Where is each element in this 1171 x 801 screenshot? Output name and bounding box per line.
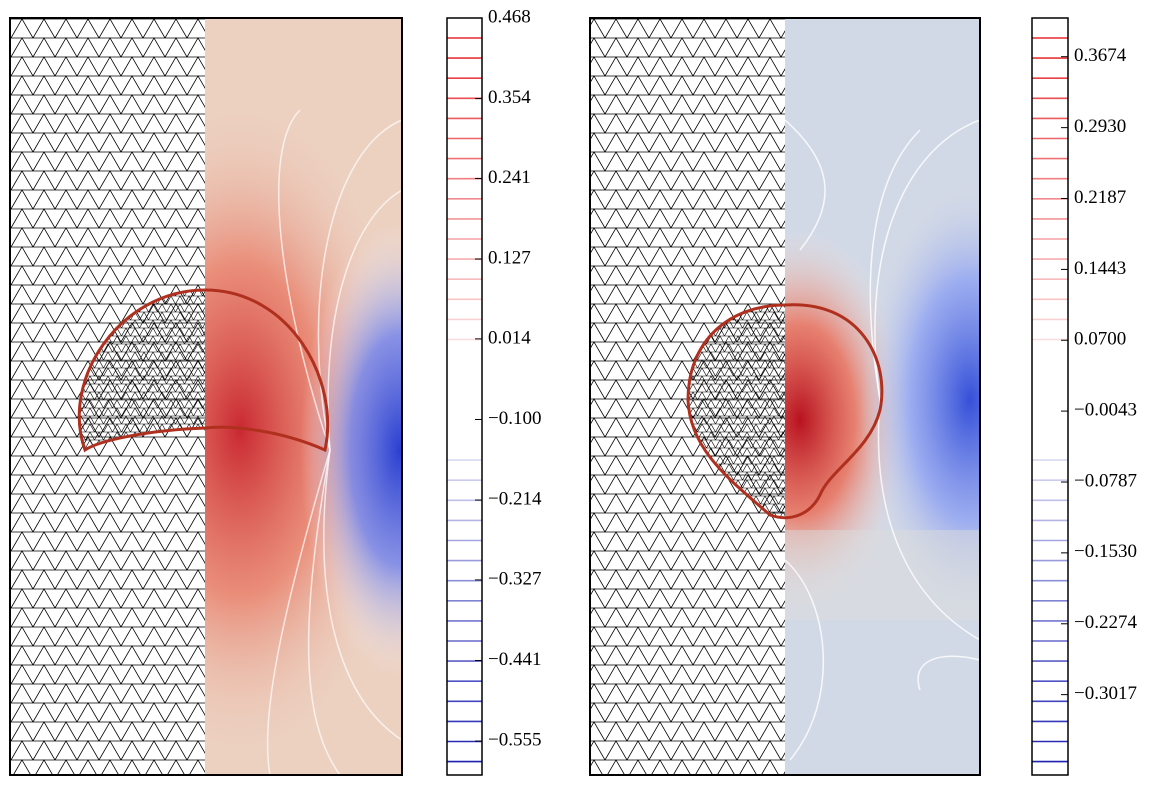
tick-label: 0.2187 [1074,187,1126,208]
tick-label: −0.327 [488,568,541,589]
left-panel [10,18,500,775]
tick-label: −0.555 [488,729,541,750]
tick-label: −0.100 [488,408,541,429]
tick-label: 0.0700 [1074,329,1126,350]
tick-label: −0.2274 [1074,612,1137,633]
tick-label: 0.3674 [1074,45,1127,66]
tick-label: −0.0787 [1074,470,1137,491]
tick-label: −0.214 [488,488,542,509]
tick-label: −0.441 [488,649,541,670]
tick-label: −0.0043 [1074,399,1137,420]
tick-label: 0.241 [488,167,531,188]
tick-label: 0.127 [488,247,531,268]
tick-label: −0.1530 [1074,541,1137,562]
tick-label: −0.3017 [1074,683,1137,704]
tick-label: 0.1443 [1074,258,1126,279]
page: {"chart_data": [ {"type": "contour", "yl… [0,0,1171,801]
tick-label: 0.2930 [1074,116,1126,137]
right-panel [590,18,1080,775]
figure: 0.468 0.354 0.241 0.127 0.014 −0.100 −0.214 −0.… [0,0,1171,801]
tick-label: 0.354 [488,87,531,108]
tick-label: 0.014 [488,327,531,348]
tick-label: 0.468 [488,6,531,27]
